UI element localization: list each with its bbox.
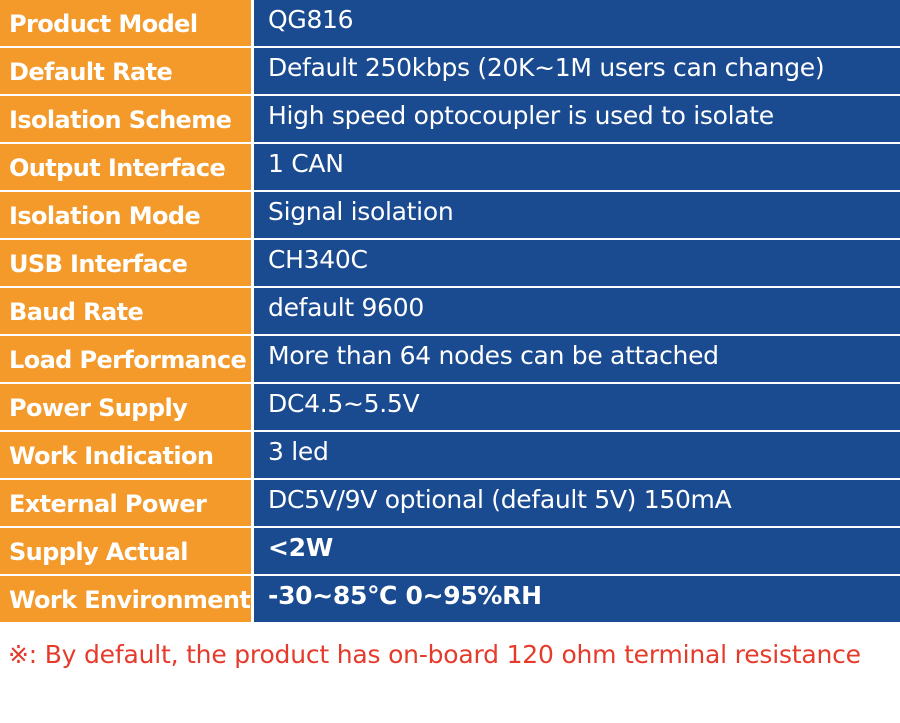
spec-row-external-power: External Power DC5V/9V optional (default… — [0, 480, 900, 526]
spec-label: Product Model — [0, 0, 251, 46]
spec-row-supply-actual: Supply Actual <2W — [0, 528, 900, 574]
spec-value: High speed optocoupler is used to isolat… — [254, 96, 900, 142]
spec-row-isolation-mode: Isolation Mode Signal isolation — [0, 192, 900, 238]
spec-value: DC4.5~5.5V — [254, 384, 900, 430]
spec-row-output-interface: Output Interface 1 CAN — [0, 144, 900, 190]
spec-value: DC5V/9V optional (default 5V) 150mA — [254, 480, 900, 526]
spec-label: Work Indication — [0, 432, 251, 478]
spec-row-isolation-scheme: Isolation Scheme High speed optocoupler … — [0, 96, 900, 142]
spec-label: Supply Actual — [0, 528, 251, 574]
spec-row-work-indication: Work Indication 3 led — [0, 432, 900, 478]
spec-label: USB Interface — [0, 240, 251, 286]
spec-value: Default 250kbps (20K~1M users can change… — [254, 48, 900, 94]
spec-value: default 9600 — [254, 288, 900, 334]
spec-value: 3 led — [254, 432, 900, 478]
spec-value: -30~85℃ 0~95%RH — [254, 576, 900, 622]
spec-row-power-supply: Power Supply DC4.5~5.5V — [0, 384, 900, 430]
spec-label: Isolation Scheme — [0, 96, 251, 142]
spec-label: Default Rate — [0, 48, 251, 94]
spec-label: External Power — [0, 480, 251, 526]
spec-value: <2W — [254, 528, 900, 574]
spec-row-baud-rate: Baud Rate default 9600 — [0, 288, 900, 334]
footnote: ※: By default, the product has on-board … — [8, 640, 861, 669]
spec-row-product-model: Product Model QG816 — [0, 0, 900, 46]
spec-row-work-environment: Work Environment -30~85℃ 0~95%RH — [0, 576, 900, 622]
spec-value: CH340C — [254, 240, 900, 286]
spec-row-usb-interface: USB Interface CH340C — [0, 240, 900, 286]
spec-label: Output Interface — [0, 144, 251, 190]
spec-row-default-rate: Default Rate Default 250kbps (20K~1M use… — [0, 48, 900, 94]
spec-value: QG816 — [254, 0, 900, 46]
spec-row-load-performance: Load Performance More than 64 nodes can … — [0, 336, 900, 382]
spec-label: Isolation Mode — [0, 192, 251, 238]
spec-label: Work Environment — [0, 576, 251, 622]
spec-value: 1 CAN — [254, 144, 900, 190]
spec-label: Power Supply — [0, 384, 251, 430]
spec-value: More than 64 nodes can be attached — [254, 336, 900, 382]
spec-value: Signal isolation — [254, 192, 900, 238]
spec-label: Load Performance — [0, 336, 251, 382]
spec-label: Baud Rate — [0, 288, 251, 334]
spec-table: Product Model QG816 Default Rate Default… — [0, 0, 900, 622]
